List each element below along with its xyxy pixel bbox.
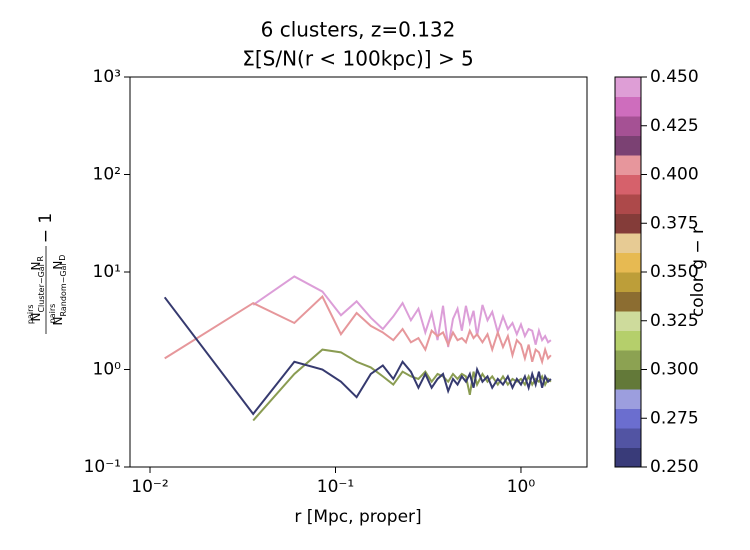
- plot-lines: [163, 275, 552, 422]
- y-tick-label: 10³: [93, 67, 121, 87]
- y-tick-label: 10⁻¹: [84, 457, 121, 477]
- x-tick-label: 10⁻²: [131, 477, 168, 497]
- colorbar-segment: [615, 77, 641, 97]
- y-label-part: Cluster−Gal: [37, 264, 46, 312]
- colorbar-tick-label: 0.250: [650, 457, 699, 477]
- colorbar-segment: [615, 174, 641, 195]
- colorbar-segment: [615, 96, 641, 117]
- colorbar-tick-label: 0.425: [650, 116, 699, 136]
- colorbar-segment: [615, 408, 641, 429]
- series-line: [163, 296, 552, 416]
- y-label-part: Random−Gal: [59, 263, 68, 316]
- series-line: [164, 294, 552, 366]
- colorbar-tick-label: 0.325: [650, 311, 699, 331]
- y-label-part: N: [51, 261, 65, 270]
- colorbar-segment: [615, 428, 641, 448]
- colorbar-segment: [615, 252, 641, 273]
- chart-subtitle: Σ[S/N(r < 100kpc)] > 5: [242, 47, 474, 71]
- colorbar-tick-label: 0.300: [650, 360, 699, 380]
- y-label-denominator: NRandom−GalpairsND: [48, 255, 68, 326]
- colorbar-segment: [615, 213, 641, 234]
- colorbar-tick-label: 0.450: [650, 67, 699, 87]
- y-tick-label: 10⁰: [93, 360, 122, 380]
- colorbar-segment: [615, 369, 641, 390]
- colorbar-segment: [615, 135, 641, 156]
- colorbar-segment: [615, 272, 641, 292]
- y-label-numerator: NCluster−GalpairsNR: [26, 255, 46, 324]
- y-label-part: N: [51, 317, 65, 326]
- y-label-part: pairs: [48, 304, 57, 324]
- x-axis-label: r [Mpc, proper]: [294, 507, 421, 527]
- colorbar-segment: [615, 291, 641, 312]
- y-label-part: N: [29, 261, 43, 270]
- y-tick-label: 10¹: [93, 262, 121, 282]
- series-line: [252, 348, 552, 422]
- colorbar-segment: [615, 116, 641, 136]
- y-label-part: D: [58, 255, 67, 261]
- chart-title: 6 clusters, z=0.132: [261, 18, 456, 42]
- colorbar-tick-label: 0.375: [650, 213, 699, 233]
- y-label-part: N: [29, 313, 43, 322]
- colorbar-segment: [615, 447, 641, 468]
- colorbar-segment: [615, 233, 641, 253]
- colorbar-segment: [615, 330, 641, 351]
- y-label-tail: − 1: [36, 213, 56, 243]
- plot-frame: [129, 76, 588, 468]
- y-axis-label: NCluster−GalpairsNR NRandom−GalpairsND −…: [26, 213, 68, 334]
- colorbar-tick-label: 0.350: [650, 262, 699, 282]
- colorbar-segment: [615, 194, 641, 214]
- colorbar-segment: [615, 389, 641, 409]
- colorbar-segment: [615, 350, 641, 370]
- y-label-part: pairs: [26, 304, 35, 324]
- colorbar-tick-label: 0.275: [650, 408, 699, 428]
- x-tick-label: 10⁰: [507, 477, 536, 497]
- colorbar-label: color g − r: [688, 227, 708, 317]
- colorbar-segment: [615, 311, 641, 331]
- y-tick-label: 10²: [93, 165, 121, 185]
- colorbar-segment: [615, 155, 641, 175]
- colorbar-tick-label: 0.400: [650, 165, 699, 185]
- x-tick-label: 10⁻¹: [317, 477, 354, 497]
- y-label-part: R: [36, 255, 45, 261]
- series-line: [252, 275, 552, 348]
